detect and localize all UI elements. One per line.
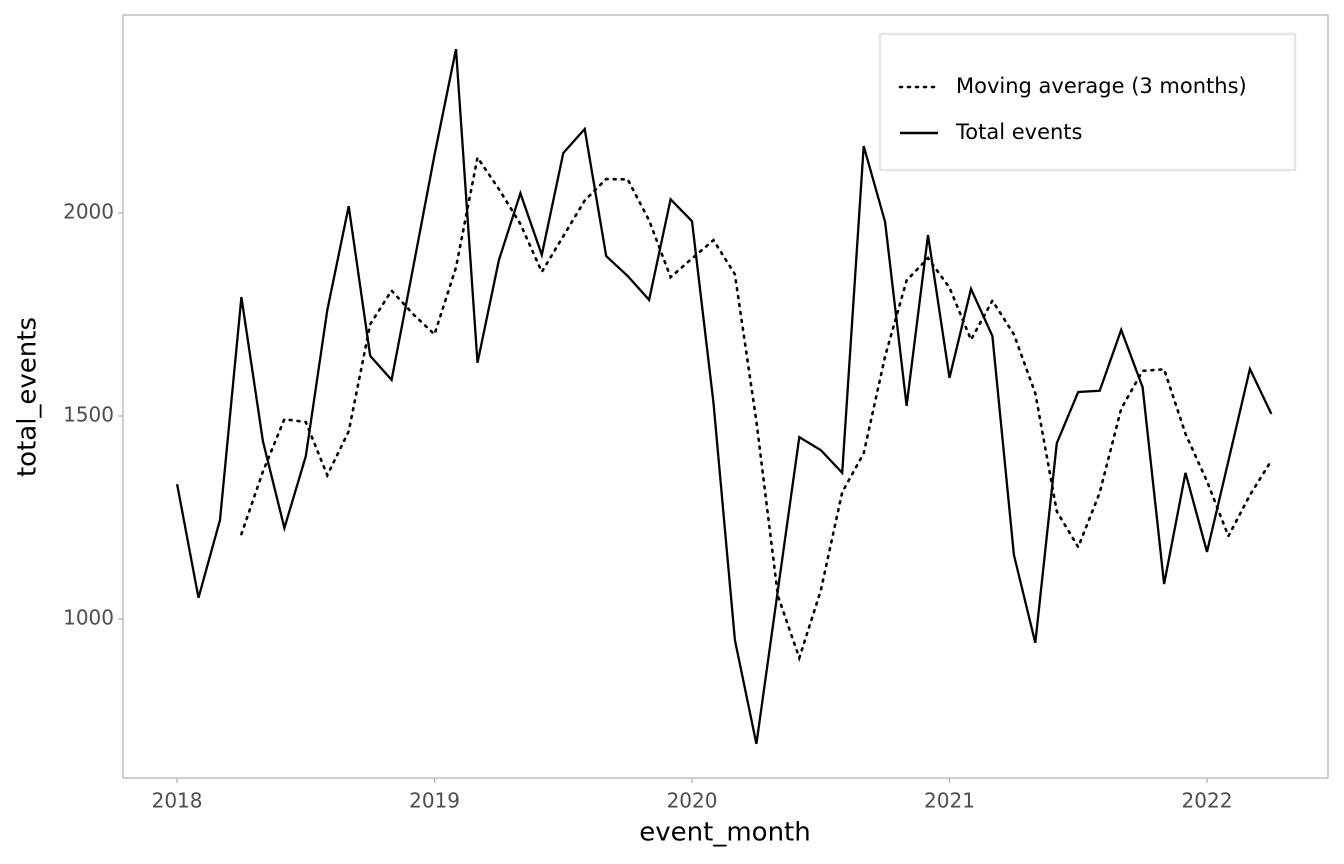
x-tick-label: 2022 <box>1182 789 1233 813</box>
x-tick-label: 2021 <box>924 789 975 813</box>
legend-label: Total events <box>955 120 1082 144</box>
y-tick-label: 1500 <box>63 402 114 426</box>
x-tick-label: 2018 <box>152 789 203 813</box>
x-axis-title: event_month <box>639 818 810 848</box>
x-tick-label: 2019 <box>409 789 460 813</box>
y-axis-title: total_events <box>13 317 43 477</box>
y-tick-label: 1000 <box>63 605 114 629</box>
legend-label: Moving average (3 months) <box>956 74 1247 98</box>
y-tick-label: 2000 <box>63 200 114 224</box>
series-line <box>175 48 1273 745</box>
legend-box <box>878 32 1297 172</box>
series-line <box>240 154 1273 663</box>
panel-border <box>122 14 1329 779</box>
x-tick-label: 2020 <box>667 789 718 813</box>
